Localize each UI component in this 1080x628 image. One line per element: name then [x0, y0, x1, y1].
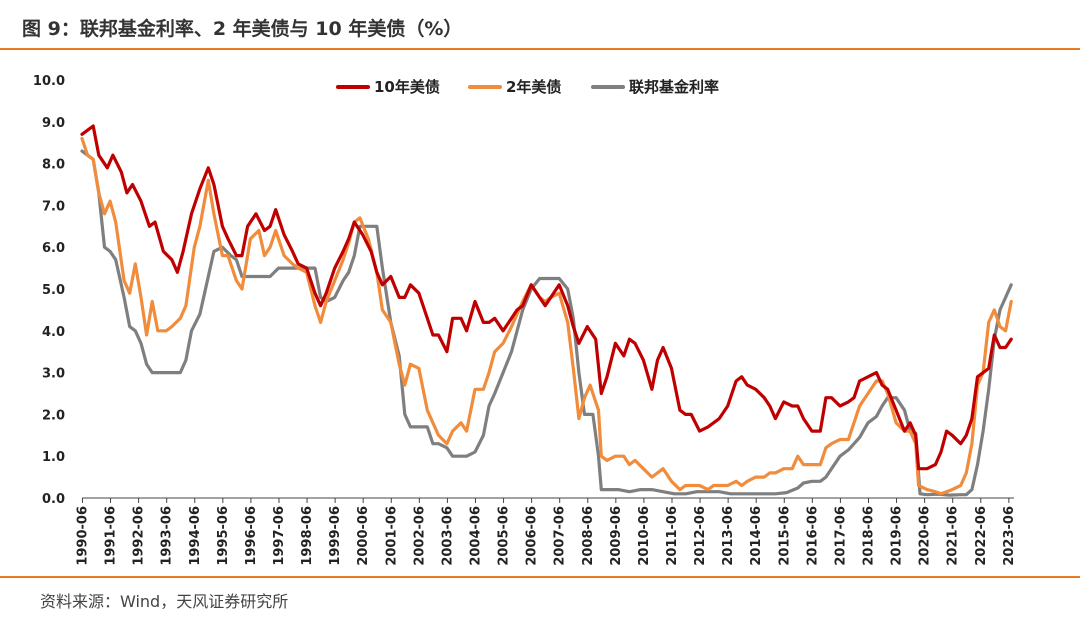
- x-tick-label: 2017-06: [833, 506, 848, 566]
- x-tick-label: 2006-06: [525, 506, 540, 566]
- x-tick-label: 1997-06: [272, 506, 287, 566]
- x-tick-label: 2016-06: [805, 506, 820, 566]
- x-tick-label: 2000-06: [356, 506, 371, 566]
- x-tick-label: 2014-06: [749, 506, 764, 566]
- y-axis-ticks: 0.0 1.0 2.0 3.0 4.0 5.0 6.0 7.0 8.0 9.0 10.0: [33, 74, 65, 507]
- x-tick-label: 2020-06: [918, 506, 933, 566]
- bottom-divider: [0, 576, 1080, 578]
- x-tick-label: 2008-06: [581, 506, 596, 566]
- x-tick-label: 1998-06: [300, 506, 315, 566]
- legend-label-0: 10年美债: [374, 78, 440, 96]
- x-tick-label: 1995-06: [216, 506, 231, 566]
- x-tick-label: 2019-06: [890, 506, 905, 566]
- y-tick-label: 3.0: [42, 367, 65, 382]
- y-tick-label: 10.0: [33, 74, 65, 89]
- y-tick-label: 2.0: [42, 408, 65, 423]
- x-tick-label: 2002-06: [412, 506, 427, 566]
- x-tick-label: 1999-06: [328, 506, 343, 566]
- x-tick-label: 2004-06: [468, 506, 483, 566]
- x-tick-label: 2009-06: [609, 506, 624, 566]
- x-tick-label: 2001-06: [384, 506, 399, 566]
- y-tick-label: 8.0: [42, 158, 65, 173]
- x-tick-label: 2010-06: [637, 506, 652, 566]
- chart-title: 图 9：联邦基金利率、2 年美债与 10 年美债（%）: [22, 18, 463, 40]
- series-line-0: [80, 124, 1013, 471]
- x-tick-label: 2021-06: [946, 506, 961, 566]
- x-tick-label: 2015-06: [777, 506, 792, 566]
- x-tick-label: 2007-06: [553, 506, 568, 566]
- y-tick-label: 7.0: [42, 199, 65, 214]
- x-tick-label: 2003-06: [440, 506, 455, 566]
- y-tick-label: 4.0: [42, 325, 65, 340]
- x-tick-label: 1991-06: [104, 506, 119, 566]
- chart-legend: 10年美债 2年美债 联邦基金利率: [336, 78, 719, 96]
- y-tick-label: 1.0: [42, 450, 65, 465]
- x-tick-label: 2022-06: [974, 506, 989, 566]
- y-tick-label: 9.0: [42, 116, 65, 131]
- x-tick-label: 1996-06: [244, 506, 259, 566]
- x-tick-label: 2018-06: [861, 506, 876, 566]
- source-note: 资料来源：Wind，天风证券研究所: [40, 592, 289, 611]
- top-divider: [0, 48, 1080, 50]
- y-tick-label: 6.0: [42, 241, 65, 256]
- y-tick-label: 5.0: [42, 283, 65, 298]
- series-line-1: [80, 136, 1013, 496]
- legend-label-1: 2年美债: [506, 78, 561, 96]
- series-lines: [80, 124, 1013, 497]
- x-tick-label: 2023-06: [1002, 506, 1017, 566]
- x-axis-ticks: 1990-06 1991-06 1992-06 1993-06 1994-06 1995-…: [75, 498, 1017, 566]
- x-tick-label: 1990-06: [75, 506, 90, 566]
- series-line-2: [80, 149, 1013, 497]
- x-tick-label: 1992-06: [132, 506, 147, 566]
- x-tick-label: 2011-06: [665, 506, 680, 566]
- x-tick-label: 1994-06: [188, 506, 203, 566]
- x-tick-label: 1993-06: [160, 506, 175, 566]
- legend-label-2: 联邦基金利率: [629, 78, 719, 96]
- x-tick-label: 2013-06: [721, 506, 736, 566]
- x-tick-label: 2012-06: [693, 506, 708, 566]
- y-tick-label: 0.0: [42, 492, 65, 507]
- x-tick-label: 2005-06: [497, 506, 512, 566]
